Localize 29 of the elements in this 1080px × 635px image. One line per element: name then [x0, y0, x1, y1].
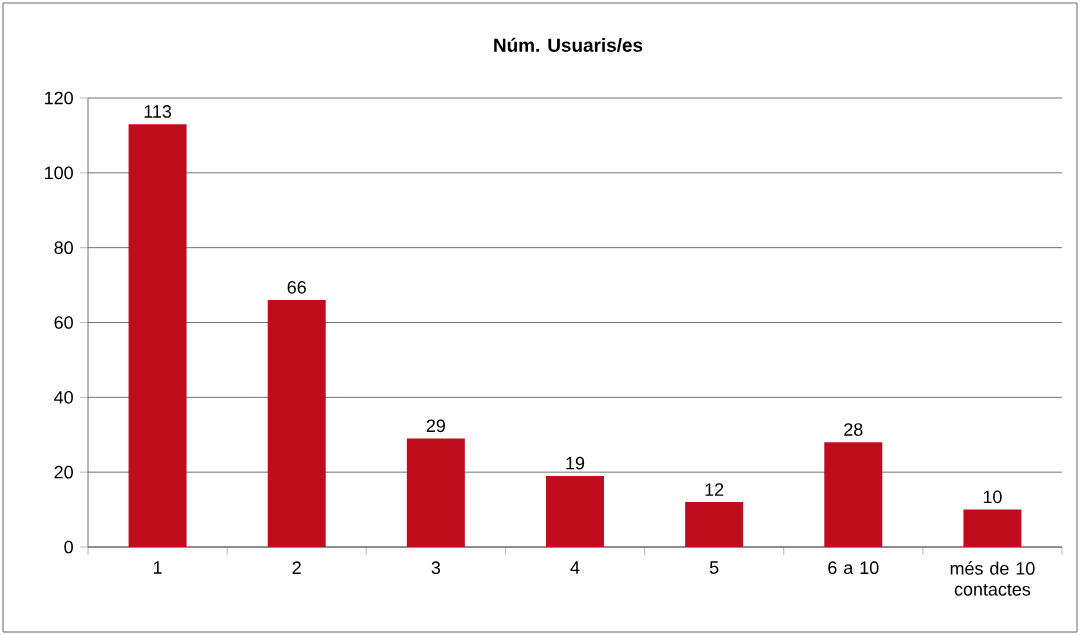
y-tick-label: 0 [64, 540, 73, 554]
y-tick-label: 120 [45, 91, 73, 105]
bar [685, 502, 744, 547]
x-tick-label: 3 [431, 561, 441, 575]
bar [963, 509, 1022, 547]
data-label: 12 [705, 483, 724, 496]
y-tick-label: 20 [54, 465, 73, 479]
x-tick-label: 5 [709, 561, 719, 574]
x-tick-label: 6 a 10 [828, 561, 879, 575]
y-tick-label: 40 [54, 390, 73, 404]
x-tick-label: 1 [153, 561, 162, 574]
bar [824, 442, 883, 547]
bar [128, 124, 187, 547]
bar [546, 475, 604, 547]
data-label: 29 [426, 419, 445, 433]
y-tick-label: 60 [54, 316, 73, 329]
data-label: 66 [287, 280, 306, 294]
data-label: 113 [144, 105, 172, 118]
bar [267, 300, 326, 547]
x-tick-label: 4 [570, 561, 580, 574]
y-tick-label: 80 [54, 241, 73, 255]
x-tick-label: 2 [292, 561, 301, 574]
data-label: 28 [844, 423, 863, 436]
data-label: 10 [983, 490, 1002, 504]
y-tick-label: 100 [45, 166, 73, 180]
chart-title: Núm. Usuaris/es [494, 37, 643, 53]
data-label: 19 [566, 456, 585, 470]
bar [406, 438, 465, 547]
x-tick-label: més de 10 contactes [950, 561, 1035, 596]
